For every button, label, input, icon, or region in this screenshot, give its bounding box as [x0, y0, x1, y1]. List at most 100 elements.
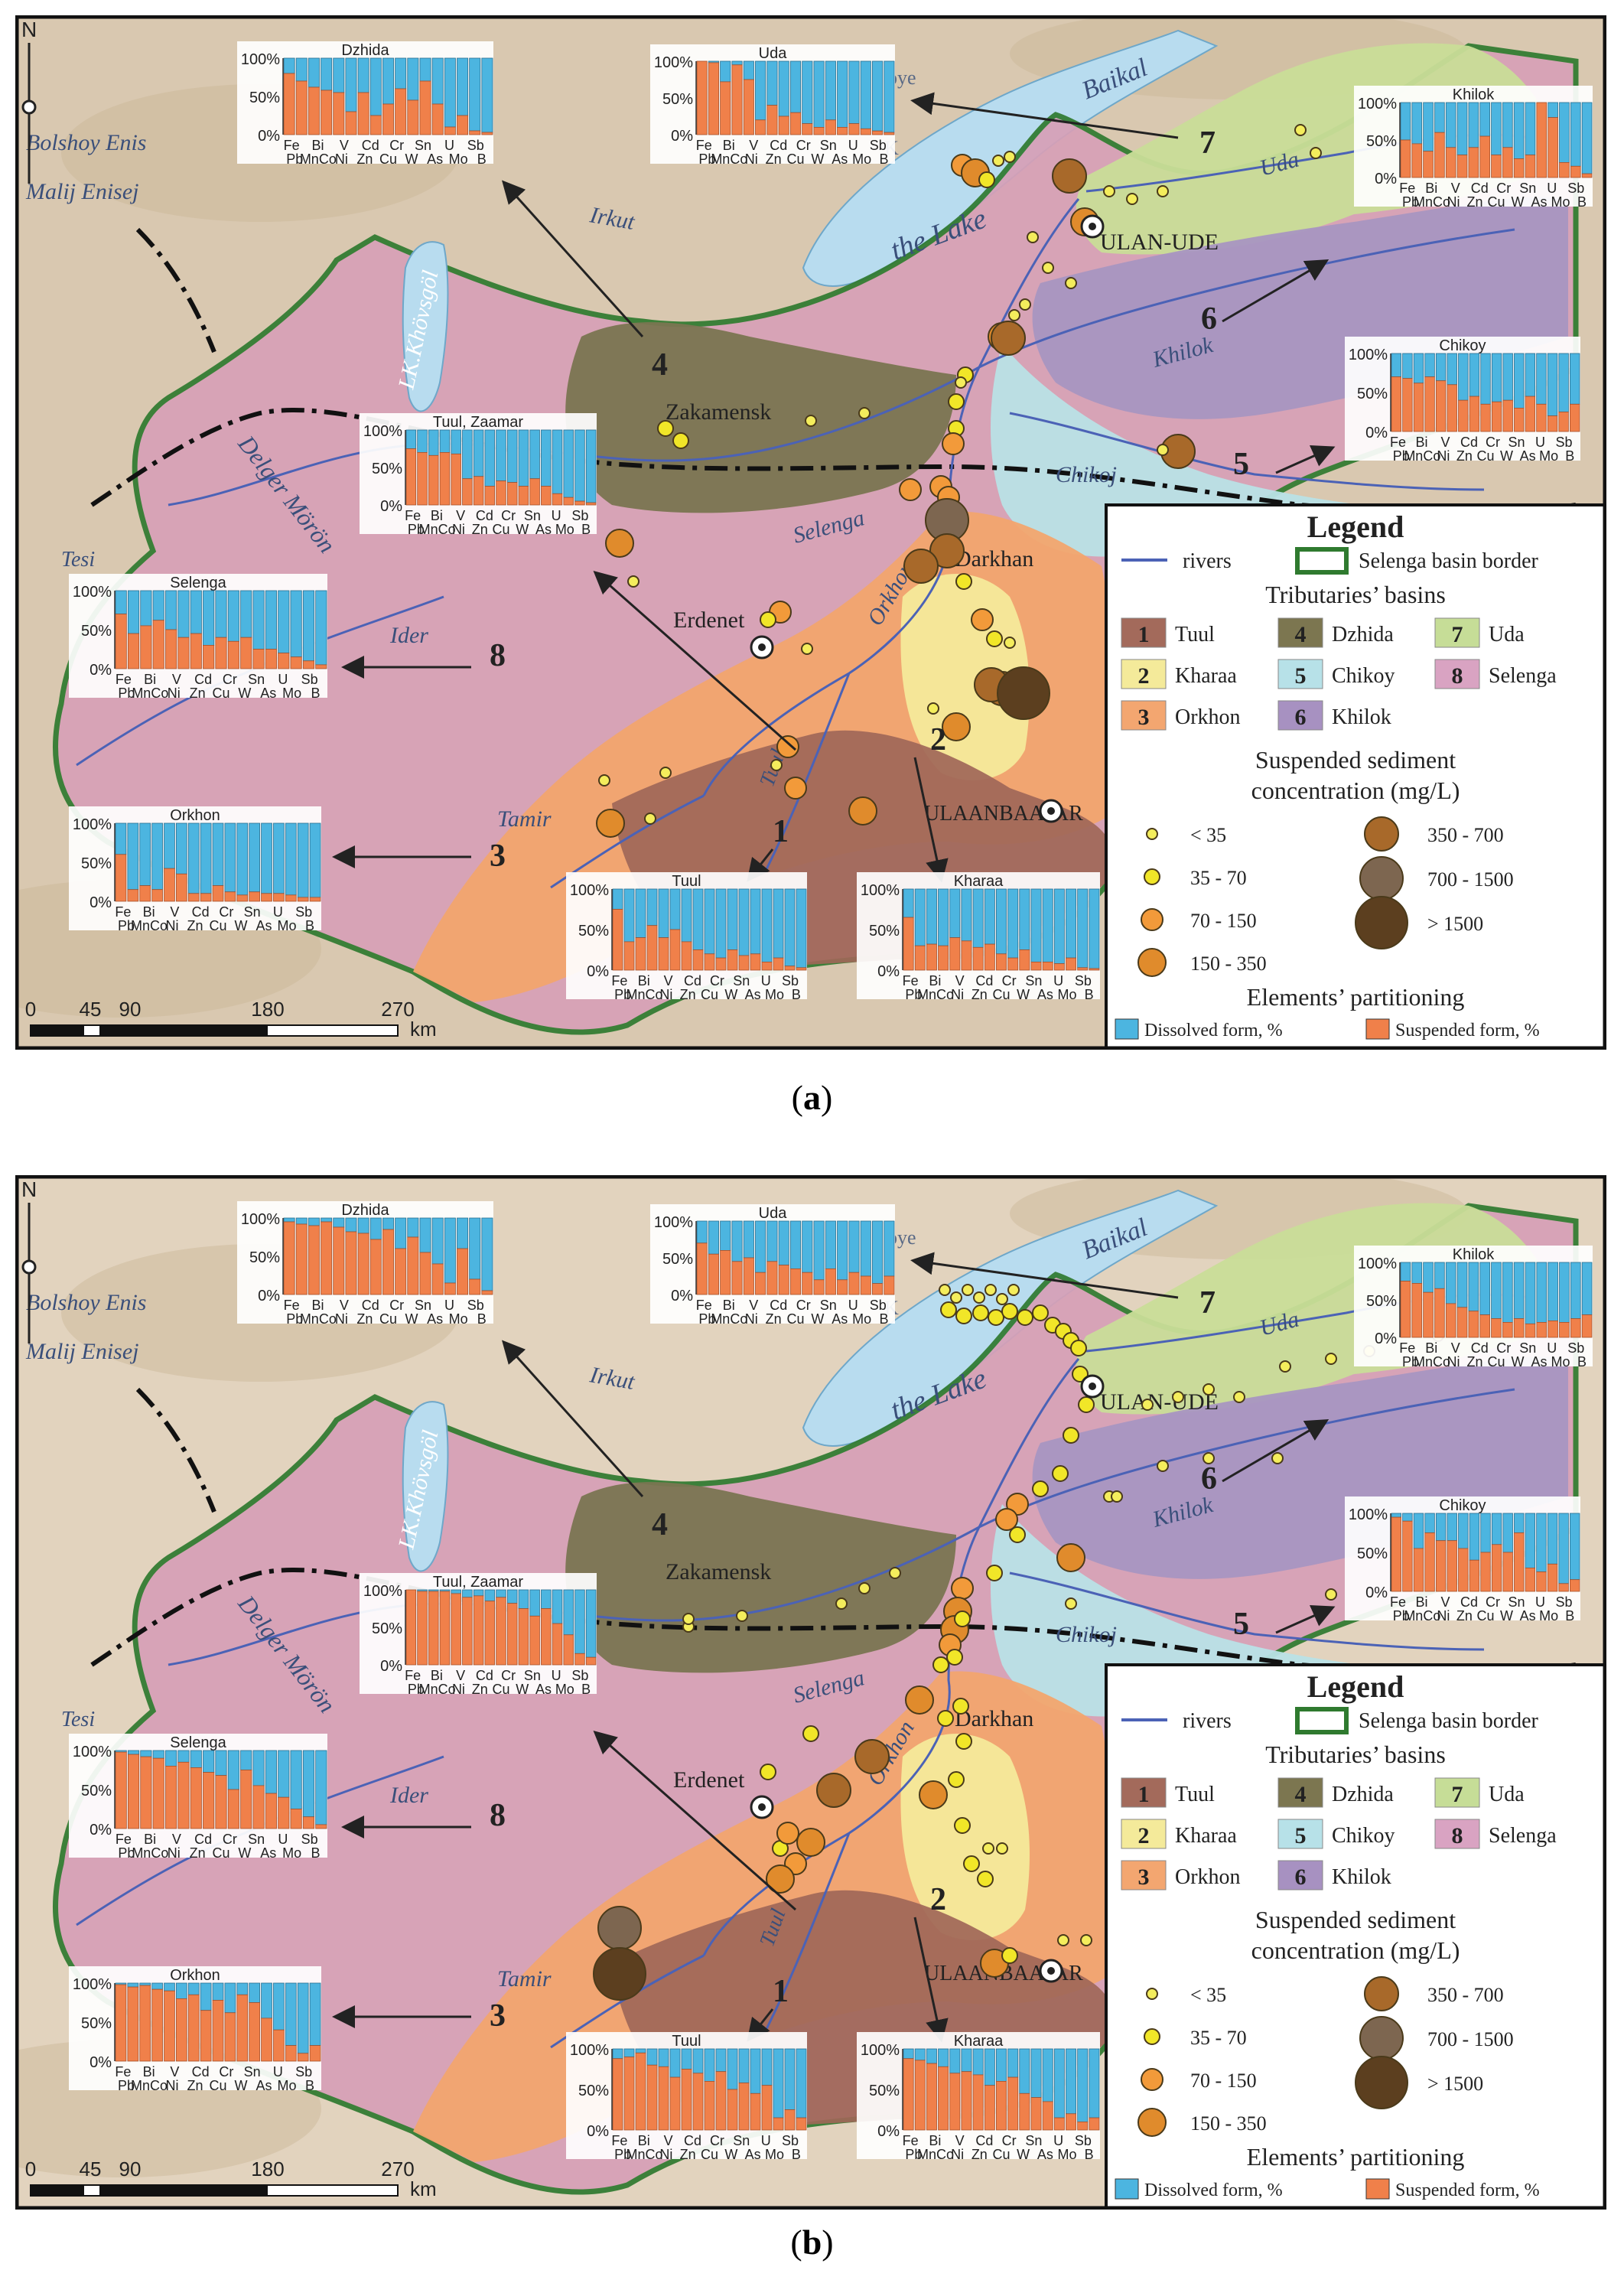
- chart-element-label: W: [1017, 987, 1030, 1002]
- sampling-point: [596, 809, 625, 838]
- label-tesiin: Tesi: [61, 1708, 95, 1731]
- chart-element-label: Pb: [1393, 448, 1410, 464]
- bar-dissolved: [552, 1589, 563, 1624]
- bar-dissolved: [1007, 888, 1019, 959]
- chart-element-label: As: [745, 2147, 761, 2162]
- bar-suspended: [212, 2000, 224, 2062]
- chart-element-label: Ni: [166, 918, 179, 933]
- chart-element-label: Zn: [187, 2078, 203, 2093]
- bar-dissolved: [309, 1982, 321, 2046]
- chart-element-label: W: [405, 151, 418, 167]
- bar-suspended: [164, 1990, 175, 2062]
- bar-dissolved: [766, 60, 778, 106]
- chart-element-label: B: [1565, 448, 1574, 464]
- chart-axis-label: 0%: [258, 128, 280, 145]
- chart-element-label: Sb: [301, 1832, 318, 1847]
- chart-axis-label: 50%: [1357, 1545, 1388, 1562]
- chart-element-label: Mo: [1057, 987, 1076, 1002]
- legend-ssc-label: 150 - 350: [1190, 2112, 1267, 2135]
- chart-element-label: B: [1085, 2147, 1094, 2162]
- bar-suspended: [585, 502, 597, 506]
- chart-element-label: Sn: [733, 973, 750, 988]
- bar-suspended: [825, 119, 836, 135]
- chart-element-label: Zn: [971, 2147, 988, 2162]
- bar-suspended: [252, 649, 265, 669]
- chart-element-label: Cd: [1460, 1594, 1478, 1610]
- legend-basin-number: 7: [1452, 622, 1463, 647]
- chart-element-label: Mo: [282, 1845, 301, 1861]
- sampling-point: [903, 549, 939, 584]
- sampling-point: [854, 1739, 890, 1774]
- bar-dissolved: [484, 1589, 496, 1602]
- bar-suspended: [164, 868, 175, 902]
- scale-bar-segment: [31, 1025, 84, 1036]
- basin-number: 1: [773, 1974, 789, 2009]
- legend-basin-number: 3: [1138, 1865, 1150, 1890]
- bar-suspended: [395, 1248, 407, 1295]
- bar-dissolved: [926, 888, 937, 945]
- chart-element-label: Sb: [1075, 973, 1092, 988]
- chart-element-label: Sb: [571, 1668, 588, 1683]
- sampling-point: [1056, 1543, 1085, 1572]
- chart-axis-label: 50%: [372, 461, 402, 477]
- legend-basin-swatch: [1121, 1860, 1167, 1891]
- sampling-point: [954, 1610, 971, 1627]
- sampling-point: [986, 1565, 1003, 1581]
- bar-dissolved: [357, 1217, 369, 1234]
- city-marker-dot: [1089, 1383, 1096, 1390]
- chart-element-label: V: [172, 1832, 181, 1847]
- bar-suspended: [1434, 132, 1445, 178]
- bar-suspended: [357, 92, 369, 135]
- bar-suspended: [773, 957, 784, 971]
- sampling-point: [937, 1710, 954, 1727]
- chart-element-label: Cr: [1002, 2133, 1017, 2148]
- chart-element-label: U: [1535, 435, 1545, 450]
- sampling-point: [801, 643, 813, 655]
- chart-element-label: Pb: [1393, 1608, 1410, 1624]
- chart-element-label: Bi: [638, 2133, 650, 2148]
- chart-element-label: W: [235, 2078, 248, 2093]
- bar-dissolved: [813, 1220, 825, 1281]
- sampling-point: [950, 1291, 962, 1304]
- chart-element-label: Bi: [929, 973, 941, 988]
- chart-element-label: Cr: [501, 508, 516, 523]
- chart-arrow: [1222, 259, 1329, 323]
- river-line: [763, 1832, 851, 2033]
- bar-suspended: [473, 1595, 484, 1666]
- legend-title: Legend: [1307, 510, 1404, 544]
- chart-element-label: V: [340, 138, 349, 153]
- bar-dissolved: [1077, 888, 1089, 969]
- chart-element-label: V: [170, 2064, 179, 2079]
- chart-element-label: Bi: [312, 1298, 324, 1313]
- bar-dissolved: [187, 1982, 200, 1995]
- chart-axis-label: 0%: [1365, 1584, 1388, 1601]
- bar-suspended: [761, 2085, 773, 2131]
- bar-dissolved: [1458, 353, 1469, 401]
- bar-dissolved: [1581, 102, 1593, 174]
- bar-dissolved: [240, 1750, 252, 1770]
- bar-suspended: [295, 80, 308, 135]
- bar-dissolved: [585, 1589, 597, 1658]
- bar-dissolved: [395, 1217, 407, 1249]
- chart-element-label: Zn: [190, 1845, 206, 1861]
- sampling-point: [973, 1291, 985, 1304]
- chart-element-label: As: [535, 1682, 552, 1697]
- bar-dissolved: [541, 429, 552, 487]
- bar-suspended: [417, 452, 428, 506]
- bar-dissolved: [1019, 2048, 1030, 2094]
- sampling-point: [1233, 1391, 1245, 1403]
- river-line: [1009, 412, 1485, 491]
- chart-element-label: Cu: [701, 987, 718, 1002]
- legend-basin-swatch: [1277, 659, 1323, 689]
- legend-ssc-symbol: [1359, 856, 1404, 900]
- bar-suspended: [1391, 376, 1401, 432]
- label-ider: Ider: [389, 623, 428, 648]
- bar-dissolved: [949, 888, 961, 938]
- bar-suspended: [658, 937, 669, 971]
- chart-element-label: Pb: [118, 686, 135, 701]
- legend-ssc-symbol: [1359, 2016, 1404, 2060]
- chart-element-label: Fe: [1390, 435, 1406, 450]
- bar-suspended: [825, 1269, 836, 1295]
